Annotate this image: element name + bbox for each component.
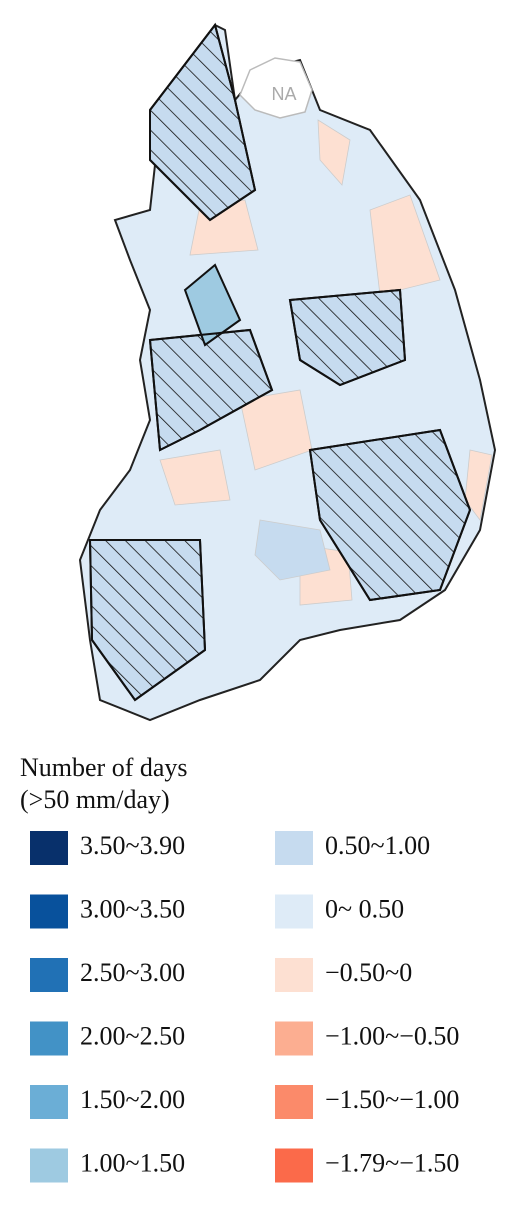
legend-swatch [275,958,313,992]
legend-label: 3.00~3.50 [80,894,185,923]
legend-label: 2.50~3.00 [80,958,185,987]
legend-label: −1.00~−0.50 [325,1021,459,1050]
legend-label: −1.50~−1.00 [325,1085,459,1114]
legend-swatch [275,1085,313,1119]
legend-label: −0.50~0 [325,958,412,987]
hatch [148,328,274,452]
legend-title: Number of days [20,753,188,782]
legend-label: 0~ 0.50 [325,894,404,923]
legend-swatch [30,894,68,929]
region [464,449,493,521]
region [254,519,331,581]
legend-label: 0.50~1.00 [325,831,430,860]
legend-swatch [275,831,313,865]
legend-label: 1.00~1.50 [80,1148,185,1177]
na-region [239,57,313,119]
region [317,119,351,186]
region [183,263,242,347]
hatch [149,22,257,222]
legend-label: −1.79~−1.50 [325,1148,459,1177]
legend-swatch [275,1148,313,1183]
legend-swatch [30,831,68,865]
legend: Number of days (>50 mm/day) 3.50~3.90 3.0… [20,753,459,1183]
legend-swatch [30,1021,68,1056]
legend-title: (>50 mm/day) [20,785,170,814]
legend-swatch [275,894,313,929]
hatched-regions [88,22,472,702]
legend-label: 2.00~2.50 [80,1021,185,1050]
hatch [288,288,407,387]
legend-swatch [275,1021,313,1056]
region [159,449,231,506]
legend-label: 1.50~2.00 [80,1085,185,1114]
hatch [308,428,472,602]
legend-label: 3.50~3.90 [80,831,185,860]
legend-swatch [30,1148,68,1183]
hatch [88,539,207,702]
map: NA [78,22,497,722]
legend-swatch [30,1085,68,1119]
na-label: NA [271,84,296,104]
region [369,194,441,296]
legend-swatch [30,958,68,992]
